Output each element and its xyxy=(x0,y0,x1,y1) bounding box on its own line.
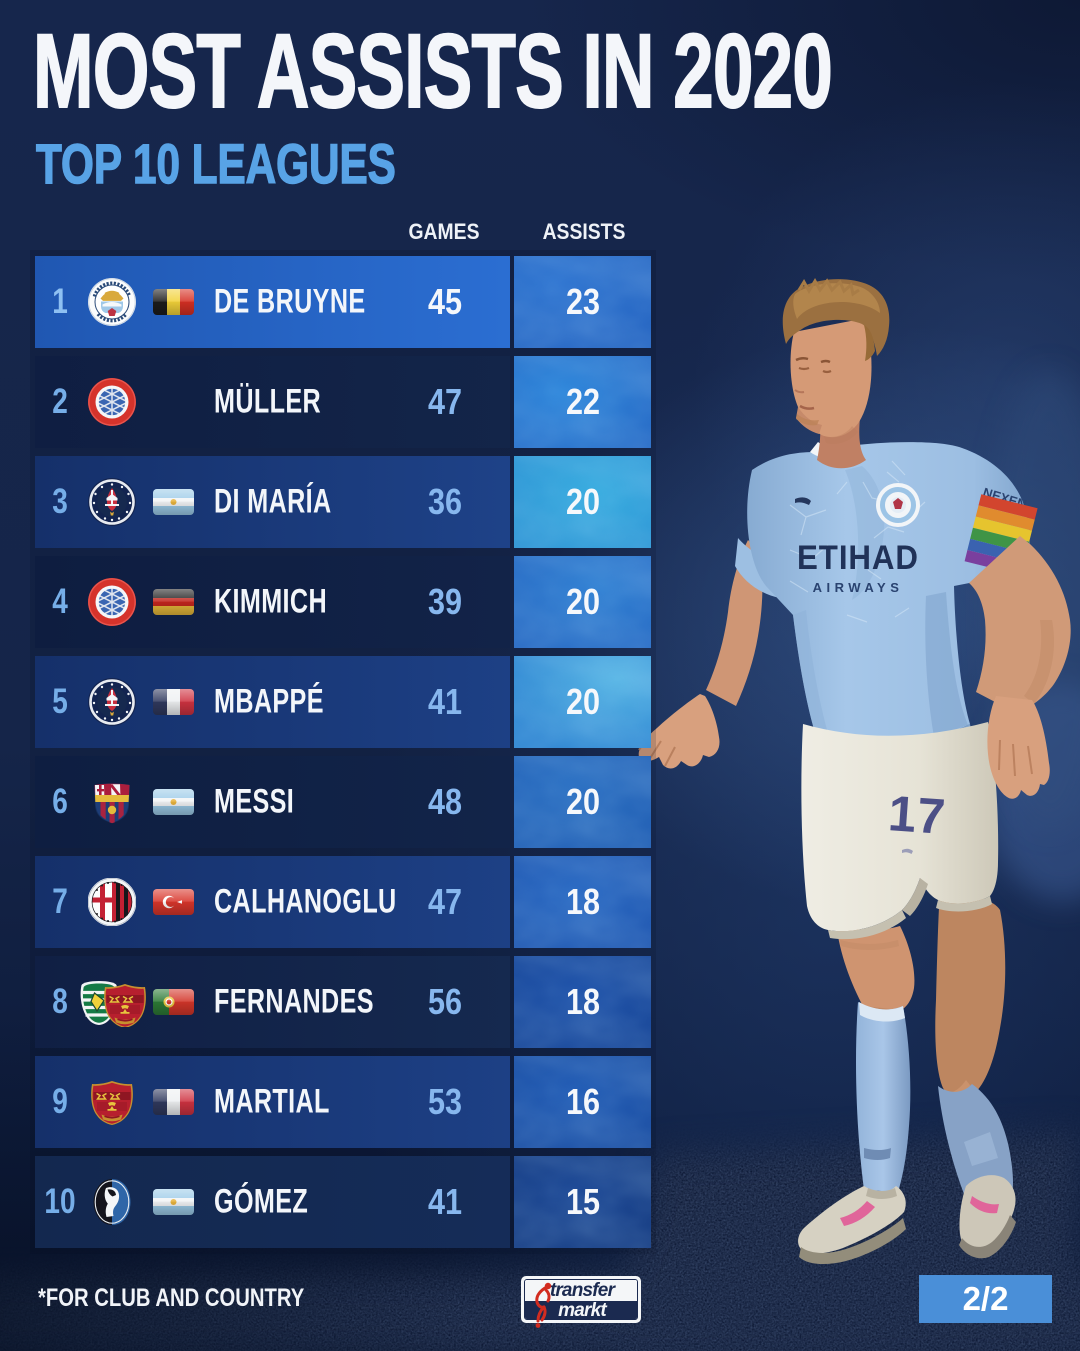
svg-text:17: 17 xyxy=(886,785,947,845)
svg-text:ETIHAD: ETIHAD xyxy=(797,538,919,577)
svg-text:AIRWAYS: AIRWAYS xyxy=(813,580,904,595)
